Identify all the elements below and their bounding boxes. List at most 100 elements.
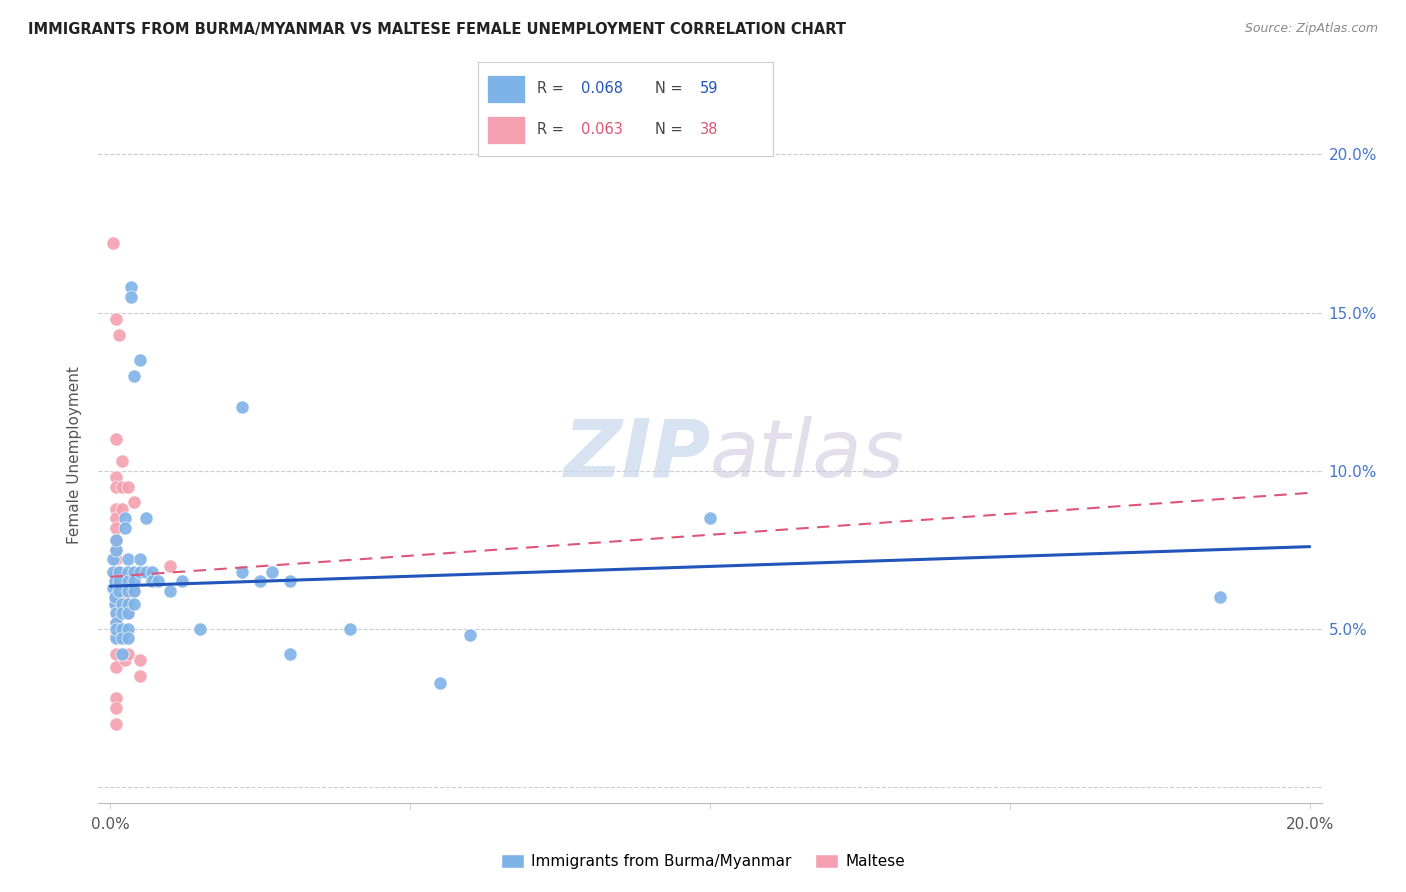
Point [104,574,127,589]
Point [105,479,128,493]
Point [429,675,451,690]
Point [105,542,128,557]
Text: 59: 59 [700,81,718,96]
Point [148,574,170,589]
Point [105,591,128,605]
Point [699,511,721,525]
Point [114,653,136,667]
Point [124,574,146,589]
Point [105,552,128,566]
Point [105,716,128,731]
Point [278,647,301,661]
Point [105,511,128,525]
Point [111,454,134,468]
Point [105,632,128,646]
Point [188,622,211,636]
Legend: Immigrants from Burma/Myanmar, Maltese: Immigrants from Burma/Myanmar, Maltese [495,848,911,875]
Point [262,565,284,579]
Point [117,606,139,620]
Point [124,565,146,579]
Point [105,647,128,661]
Point [105,565,128,579]
Bar [486,116,526,144]
Point [1208,591,1230,605]
Text: R =: R = [537,122,568,137]
Point [105,533,128,548]
Point [172,574,194,589]
Point [105,691,128,706]
Point [111,479,134,493]
Text: 0.063: 0.063 [582,122,623,137]
Point [120,290,142,304]
Point [141,565,163,579]
Point [249,574,271,589]
Point [114,521,136,535]
Point [108,327,131,342]
Text: N =: N = [655,81,688,96]
Point [117,552,139,566]
Point [105,432,128,446]
Point [111,597,134,611]
Point [108,583,131,598]
Point [117,574,139,589]
Point [231,401,253,415]
Point [129,552,152,566]
Point [105,628,128,642]
Point [117,597,139,611]
Point [141,574,163,589]
Point [278,574,301,589]
Point [129,669,152,683]
Point [104,591,127,605]
Point [108,565,131,579]
Text: ZIP: ZIP [562,416,710,494]
Point [117,606,139,620]
Point [129,565,152,579]
Point [105,701,128,715]
Point [105,312,128,326]
Point [111,632,134,646]
Point [105,470,128,484]
Point [124,597,146,611]
Point [105,542,128,557]
Point [103,235,125,250]
Point [339,622,361,636]
Text: Source: ZipAtlas.com: Source: ZipAtlas.com [1244,22,1378,36]
Point [111,606,134,620]
Point [111,501,134,516]
Point [105,606,128,620]
Point [159,558,181,573]
Point [124,583,146,598]
Text: atlas: atlas [710,416,905,494]
Point [105,660,128,674]
Point [124,495,146,509]
Point [117,647,139,661]
Point [103,581,125,595]
Point [111,591,134,605]
Point [117,632,139,646]
Point [117,565,139,579]
Point [104,597,127,611]
Point [105,533,128,548]
Point [458,628,481,642]
Point [129,653,152,667]
Point [117,622,139,636]
Text: 0.068: 0.068 [582,81,623,96]
Point [105,574,128,589]
Y-axis label: Female Unemployment: Female Unemployment [67,366,83,544]
Point [105,622,128,636]
Point [105,501,128,516]
Point [117,591,139,605]
Point [108,574,131,589]
Point [103,565,125,579]
Point [120,280,142,294]
Point [111,622,134,636]
Point [117,583,139,598]
Point [117,479,139,493]
Text: 38: 38 [700,122,718,137]
Point [159,583,181,598]
Point [124,583,146,598]
Point [129,353,152,368]
Point [135,511,157,525]
Point [114,511,136,525]
Point [124,368,146,383]
